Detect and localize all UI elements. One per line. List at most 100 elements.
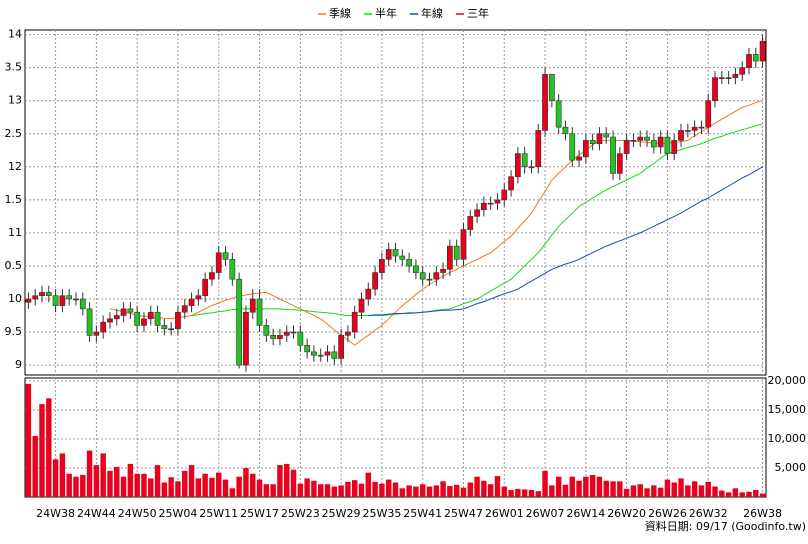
candle-body bbox=[623, 140, 630, 154]
volume-bar bbox=[127, 463, 134, 497]
y-tick-label: 9.5 bbox=[5, 325, 23, 338]
candle-body bbox=[562, 126, 569, 135]
candle-body bbox=[290, 331, 297, 334]
y2-tick-label: 15,000 bbox=[768, 403, 807, 416]
volume-bar bbox=[705, 481, 711, 497]
x-tick-label: 24W38 bbox=[36, 507, 75, 520]
volume-bar bbox=[644, 488, 650, 497]
candle-body bbox=[610, 136, 616, 174]
volume-bar bbox=[195, 478, 202, 497]
volume-bar bbox=[481, 480, 487, 497]
candle-body bbox=[297, 331, 304, 346]
volume-bar bbox=[46, 398, 52, 497]
candle-body bbox=[324, 351, 331, 356]
candle-body bbox=[752, 54, 759, 62]
volume-bar bbox=[161, 482, 168, 497]
volume-bar bbox=[32, 436, 38, 497]
x-tick-label: 26W14 bbox=[566, 507, 605, 520]
candle-body bbox=[480, 202, 487, 211]
volume-bar bbox=[691, 481, 698, 497]
candle-body bbox=[59, 295, 66, 306]
volume-bar bbox=[589, 474, 596, 497]
volume-bar bbox=[202, 473, 208, 497]
candle-body bbox=[79, 298, 86, 310]
volume-bar bbox=[284, 463, 290, 497]
volume-bar bbox=[630, 485, 637, 497]
volume-bar bbox=[243, 467, 249, 497]
volume-bar bbox=[725, 492, 732, 497]
candle-body bbox=[372, 272, 378, 290]
footnote: 資料日期: 09/17 (Goodinfo.tw) bbox=[645, 519, 806, 533]
volume-bar bbox=[154, 465, 161, 497]
candle-body bbox=[528, 166, 535, 169]
volume-bar bbox=[134, 473, 140, 497]
x-tick-label: 24W50 bbox=[118, 507, 157, 520]
x-tick-label: 25W17 bbox=[240, 507, 279, 520]
volume-bar bbox=[392, 482, 399, 497]
price-frame bbox=[24, 29, 767, 376]
volume-bar bbox=[100, 453, 106, 497]
candle-body bbox=[120, 308, 127, 316]
candle-body bbox=[514, 153, 521, 178]
y-tick-label: 0.5 bbox=[5, 259, 23, 272]
volume-bar bbox=[250, 473, 256, 497]
volume-bar bbox=[141, 473, 147, 497]
candle-body bbox=[732, 73, 739, 78]
volume-bar bbox=[188, 465, 195, 497]
candle-body bbox=[249, 298, 256, 313]
candle-body bbox=[399, 255, 406, 260]
volume-bar bbox=[358, 483, 365, 497]
y2-tick-label: 5,000 bbox=[775, 461, 807, 474]
candle-body bbox=[256, 298, 263, 326]
candle-body bbox=[739, 67, 746, 75]
candle-body bbox=[582, 140, 589, 158]
volume-bar bbox=[107, 470, 113, 497]
volume-bar bbox=[379, 483, 385, 497]
volume-bar bbox=[426, 486, 433, 497]
volume-bar bbox=[216, 472, 222, 497]
volume-bar bbox=[542, 470, 548, 497]
candle-body bbox=[317, 354, 324, 357]
candle-body bbox=[365, 288, 372, 300]
volume-bar bbox=[351, 480, 358, 497]
candle-body bbox=[542, 73, 548, 131]
volume-bar bbox=[399, 488, 406, 497]
x-tick-label: 26W32 bbox=[689, 507, 728, 520]
volume-bar bbox=[746, 491, 752, 497]
candle-body bbox=[93, 331, 100, 336]
volume-bar bbox=[168, 477, 174, 497]
x-tick-label: 25W41 bbox=[403, 507, 442, 520]
volume-bar bbox=[610, 481, 616, 497]
candle-body bbox=[113, 315, 120, 320]
candle-body bbox=[338, 335, 344, 359]
candle-body bbox=[236, 278, 243, 366]
y-tick-label: 13 bbox=[8, 94, 22, 107]
volume-bar bbox=[25, 383, 32, 497]
candle-body bbox=[684, 130, 691, 132]
candle-body bbox=[283, 331, 290, 336]
volume-bar bbox=[535, 491, 541, 497]
candle-body bbox=[705, 100, 712, 128]
volume-bar bbox=[460, 487, 467, 497]
volume-bar bbox=[148, 478, 154, 497]
volume-bar bbox=[739, 492, 745, 497]
volume-bar bbox=[759, 493, 766, 497]
candle-body bbox=[569, 133, 576, 161]
volume-bar bbox=[623, 488, 630, 497]
candle-body bbox=[202, 278, 209, 296]
volume-bar bbox=[698, 485, 705, 497]
candle-body bbox=[596, 133, 603, 144]
volume-bar bbox=[73, 476, 79, 497]
candle-body bbox=[467, 216, 474, 230]
candle-body bbox=[32, 295, 39, 300]
candle-body bbox=[589, 140, 596, 144]
x-tick-label: 24W44 bbox=[77, 507, 116, 520]
candle-body bbox=[406, 259, 412, 267]
candle-body bbox=[147, 311, 154, 320]
candle-body bbox=[134, 311, 141, 326]
candle-body bbox=[270, 335, 277, 339]
volume-bar bbox=[576, 480, 582, 497]
candle-body bbox=[746, 54, 752, 68]
candle-body bbox=[712, 77, 718, 102]
candle-body bbox=[718, 77, 725, 79]
